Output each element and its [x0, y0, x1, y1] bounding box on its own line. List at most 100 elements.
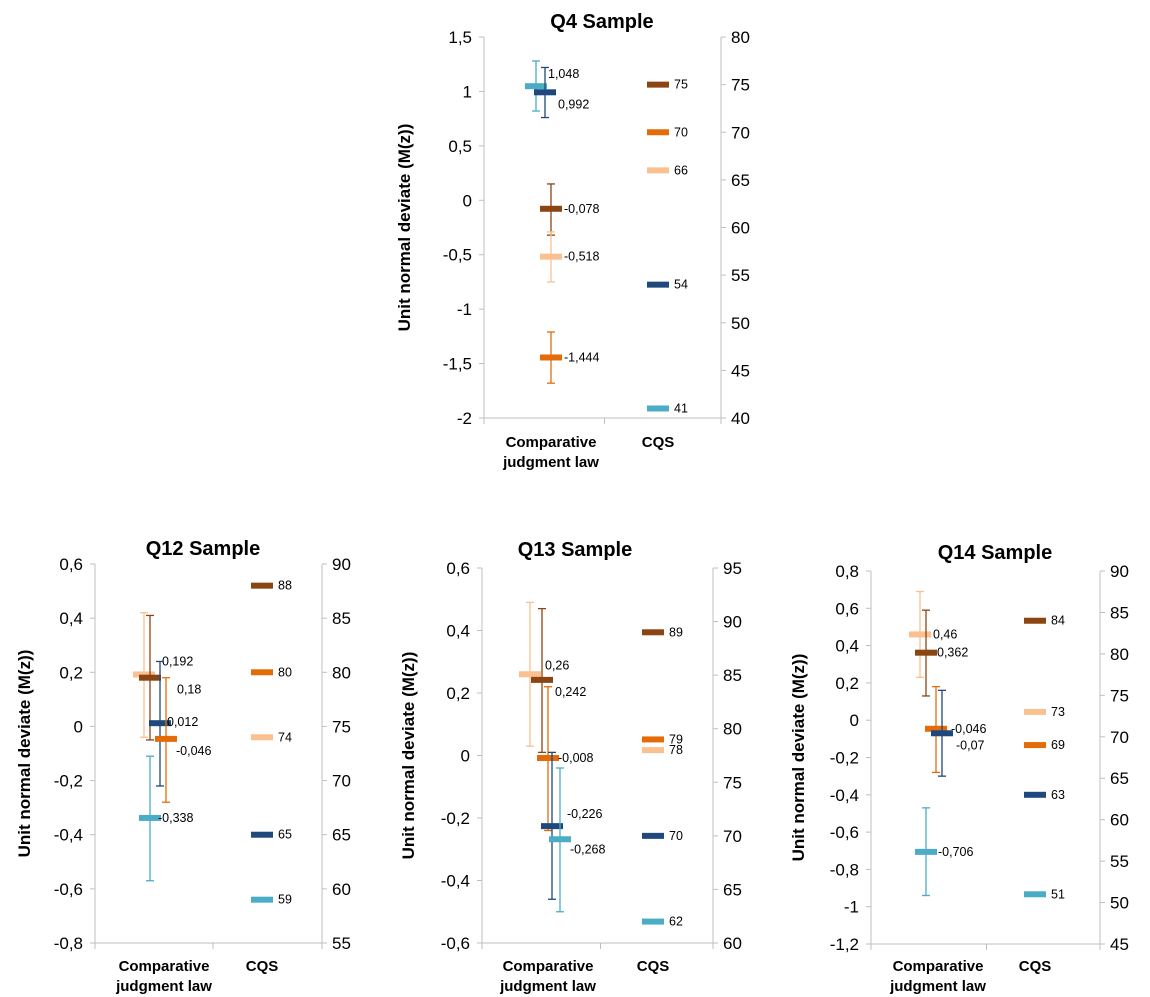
z-marker [149, 720, 171, 727]
cqs-marker [647, 129, 669, 136]
cqs-marker [647, 281, 669, 288]
y-axis-title: Unit normal deviate (M(z)) [395, 124, 414, 332]
cqs-marker [251, 831, 273, 838]
cqs-data-label: 89 [669, 625, 683, 639]
z-data-label: -0,338 [158, 811, 193, 825]
z-data-label: 0,012 [167, 715, 198, 729]
cqs-data-label: 70 [669, 829, 683, 843]
cqs-data-label: 78 [669, 743, 683, 757]
cqs-data-label: 62 [669, 915, 683, 929]
y2-tick-label: 95 [723, 559, 742, 578]
chart-title: Q13 Sample [518, 539, 633, 561]
y2-tick-label: 75 [731, 76, 750, 95]
y2-tick-label: 60 [1110, 811, 1129, 830]
chart-panel-3: Q13 Sample -0,6 -0,4 -0,2 0 0,2 0,4 0,6 60 65 70 75… [399, 539, 742, 995]
y-tick-label: 0 [461, 747, 470, 766]
z-marker [909, 631, 931, 638]
y-tick-label: 1,5 [448, 28, 472, 47]
y2-tick-label: 40 [731, 409, 750, 428]
chart-panel-4: Q14 Sample -1,2 -1 -0,8 -0,6 -0,4 -0,2 0 0,2 0,4 0… [789, 542, 1129, 995]
cqs-data-label: 51 [1051, 887, 1065, 901]
y-tick-label: 0 [463, 191, 472, 210]
y2-tick-label: 55 [332, 934, 351, 953]
cqs-marker [642, 747, 664, 754]
y2-tick-label: 75 [332, 717, 351, 736]
y-tick-label: 0,4 [835, 637, 859, 656]
cqs-data-label: 73 [1051, 705, 1065, 719]
y2-tick-label: 70 [723, 827, 742, 846]
cqs-data-label: 63 [1051, 788, 1065, 802]
cqs-data-label: 41 [674, 401, 688, 415]
z-marker [525, 83, 547, 90]
y2-tick-label: 45 [1110, 935, 1129, 954]
z-data-label: 0,26 [545, 658, 569, 672]
cqs-marker [647, 405, 669, 412]
y-tick-label: 0,6 [835, 599, 859, 618]
x-category-label: Comparative judgment law [115, 958, 212, 995]
cqs-data-label: 80 [278, 665, 292, 679]
chart-panel-1: Q4 Sample -2 -1,5 -1 -0,5 0 0,5 1 1,5 40 45 50 55 60 6… [395, 11, 750, 471]
y-tick-label: -0,2 [441, 809, 470, 828]
y2-tick-label: 65 [1110, 769, 1129, 788]
z-data-label: -0,706 [938, 845, 973, 859]
cqs-data-label: 69 [1051, 738, 1065, 752]
y-tick-label: 0,2 [59, 663, 83, 682]
y-tick-label: 0,2 [835, 674, 859, 693]
cqs-data-label: 79 [669, 732, 683, 746]
cqs-marker [1024, 891, 1046, 898]
z-data-label: 0,18 [177, 683, 201, 697]
y-tick-label: 0,8 [835, 562, 859, 581]
y-tick-label: -1,5 [443, 355, 472, 374]
x-category-label: Comparative judgment law [499, 958, 596, 995]
y-tick-label: 0,2 [446, 684, 470, 703]
z-marker [540, 253, 562, 260]
y-tick-label: -0,6 [441, 934, 470, 953]
x-category-label: Comparative judgment law [502, 434, 599, 471]
cqs-data-label: 59 [278, 893, 292, 907]
z-data-label: -0,046 [951, 722, 986, 736]
y-tick-label: -0,2 [830, 749, 859, 768]
cqs-marker [1024, 708, 1046, 715]
y-axis-title: Unit normal deviate (M(z)) [789, 654, 808, 862]
cqs-marker [251, 669, 273, 676]
y2-tick-label: 45 [731, 361, 750, 380]
y2-tick-label: 85 [332, 609, 351, 628]
y-tick-label: 1 [463, 82, 472, 101]
y2-tick-label: 85 [723, 666, 742, 685]
y2-tick-label: 80 [1110, 645, 1129, 664]
z-marker [519, 671, 541, 678]
cqs-data-label: 70 [674, 125, 688, 139]
y-tick-label: -0,4 [830, 786, 859, 805]
y2-tick-label: 60 [723, 934, 742, 953]
z-data-label: 0,242 [555, 685, 586, 699]
x-category-label: CQS [642, 434, 675, 451]
z-marker [534, 89, 556, 96]
y2-tick-label: 65 [723, 880, 742, 899]
y-tick-label: 0,4 [446, 622, 470, 641]
y-tick-label: -0,8 [54, 934, 83, 953]
cqs-marker [1024, 791, 1046, 798]
chart-title: Q14 Sample [938, 542, 1053, 564]
y2-tick-label: 80 [332, 663, 351, 682]
cqs-data-label: 74 [278, 730, 292, 744]
z-marker [915, 848, 937, 855]
cqs-marker [1024, 617, 1046, 624]
y2-tick-label: 80 [723, 720, 742, 739]
z-data-label: -0,268 [570, 842, 605, 856]
y-tick-label: -0,5 [443, 246, 472, 265]
x-category-label: Comparative judgment law [889, 958, 986, 995]
z-data-label: -0,046 [176, 744, 211, 758]
y-tick-label: 0 [74, 717, 83, 736]
y2-tick-label: 70 [332, 772, 351, 791]
cqs-marker [251, 896, 273, 903]
z-data-label: 1,048 [548, 67, 579, 81]
y2-tick-label: 55 [1110, 852, 1129, 871]
cqs-data-label: 84 [1051, 614, 1065, 628]
y2-tick-label: 55 [731, 266, 750, 285]
y2-tick-label: 70 [731, 123, 750, 142]
z-data-label: -0,07 [956, 738, 985, 752]
y-tick-label: -1 [844, 898, 859, 917]
y-axis-title: Unit normal deviate (M(z)) [15, 650, 34, 858]
x-category-label: CQS [246, 958, 279, 975]
